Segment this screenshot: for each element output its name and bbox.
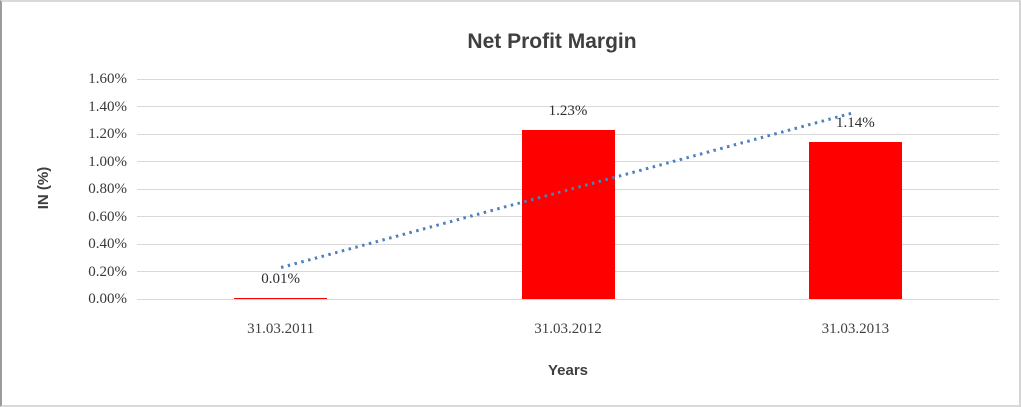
y-tick-label: 0.60%	[88, 208, 127, 225]
bar-31.03.2013	[808, 142, 902, 299]
x-axis-title: Years	[547, 362, 589, 379]
x-tick-label: 31.03.2012	[534, 321, 602, 337]
y-tick-label: 0.20%	[88, 263, 127, 280]
data-label: 1.23%	[548, 102, 588, 119]
y-tick-label: 0.80%	[88, 181, 127, 197]
gridline	[137, 106, 999, 107]
y-tick-label: 0.00%	[88, 291, 127, 307]
y-tick-label: 1.60%	[88, 71, 127, 87]
data-label: 1.14%	[835, 115, 875, 132]
bar-31.03.2012	[521, 130, 615, 299]
y-tick-label: 1.00%	[88, 153, 127, 170]
bar-31.03.2011	[234, 298, 328, 299]
y-tick-label: 1.20%	[88, 126, 127, 142]
y-tick-label: 1.40%	[88, 98, 127, 115]
x-tick-label: 31.03.2011	[247, 321, 315, 337]
gridline	[137, 298, 999, 300]
data-label: 0.01%	[261, 270, 301, 287]
x-tick-label: 31.03.2013	[821, 321, 890, 337]
chart-title: Net Profit Margin	[467, 30, 637, 53]
gridline	[137, 78, 999, 80]
y-tick-label: 0.40%	[88, 236, 127, 252]
